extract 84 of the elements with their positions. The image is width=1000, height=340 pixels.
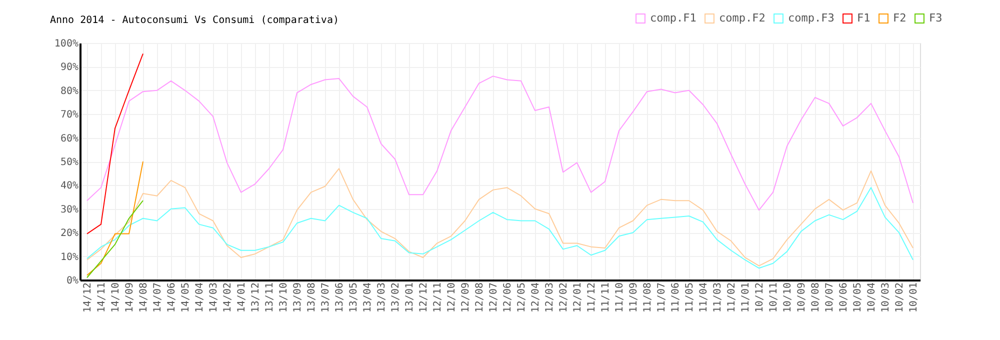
line-series — [86, 76, 914, 211]
x-tick-label: 10/12 — [754, 282, 766, 313]
x-tick-label: 13/08 — [306, 282, 318, 313]
x-tick-label: 12/01 — [572, 282, 584, 313]
x-tick-label: 13/06 — [334, 282, 346, 313]
y-tick-label: 10% — [60, 252, 78, 263]
x-tick-label: 10/01 — [908, 282, 920, 313]
x-tick-label: 10/05 — [852, 282, 864, 313]
x-tick-label: 12/08 — [474, 282, 486, 313]
y-tick-label: 60% — [60, 133, 78, 144]
x-tick-label: 14/04 — [194, 282, 206, 313]
legend-label: F3 — [929, 12, 942, 25]
y-tick-label: 80% — [60, 86, 78, 97]
x-tick-label: 14/02 — [222, 282, 234, 313]
x-tick-label: 12/02 — [558, 282, 570, 313]
x-tick-label: 13/11 — [264, 282, 276, 313]
x-tick-label: 13/05 — [348, 282, 360, 313]
x-tick-label: 11/12 — [586, 282, 598, 313]
x-tick-label: 14/12 — [82, 282, 94, 313]
x-tick-label: 14/07 — [152, 282, 164, 313]
y-tick-label: 30% — [60, 204, 78, 216]
x-tick-label: 10/06 — [838, 282, 850, 313]
x-tick-label: 14/06 — [166, 282, 178, 313]
y-tick-label: 100% — [54, 38, 78, 50]
x-tick-label: 10/09 — [796, 282, 808, 313]
legend-label: comp.F1 — [650, 12, 696, 25]
x-tick-label: 12/06 — [502, 282, 514, 313]
x-tick-label: 12/07 — [488, 282, 500, 313]
y-tick-label: 50% — [60, 157, 78, 168]
y-tick-label: 0% — [66, 276, 78, 286]
x-tick-label: 10/08 — [810, 282, 822, 313]
x-tick-label: 14/10 — [110, 282, 122, 313]
x-tick-label: 10/02 — [894, 282, 906, 313]
x-tick-label: 14/01 — [236, 282, 248, 313]
x-tick-label: 13/07 — [320, 282, 332, 313]
line-series — [86, 200, 144, 278]
x-tick-label: 11/01 — [740, 282, 752, 313]
x-tick-label: 11/11 — [600, 282, 612, 313]
y-tick-label: 70% — [60, 110, 78, 121]
x-tick-label: 11/04 — [698, 282, 710, 313]
x-tick-label: 10/10 — [782, 282, 794, 313]
y-tick-label: 20% — [60, 228, 78, 240]
legend-label: F2 — [893, 12, 906, 25]
x-tick-label: 11/08 — [642, 282, 654, 313]
x-tick-label: 10/04 — [866, 282, 878, 313]
x-tick-label: 12/09 — [460, 282, 472, 313]
x-tick-label: 10/11 — [768, 282, 780, 313]
x-tick-label: 11/10 — [614, 282, 626, 313]
x-tick-label: 13/12 — [250, 282, 262, 313]
x-tick-label: 14/11 — [96, 282, 108, 313]
x-tick-label: 13/03 — [376, 282, 388, 313]
x-tick-label: 12/11 — [432, 282, 444, 313]
x-tick-label: 10/07 — [824, 282, 836, 313]
x-tick-label: 11/05 — [684, 282, 696, 313]
line-series — [86, 187, 914, 269]
y-tick-label: 40% — [60, 180, 78, 192]
x-tick-label: 14/03 — [208, 282, 220, 313]
x-tick-label: 12/12 — [418, 282, 430, 313]
x-tick-label: 12/10 — [446, 282, 458, 313]
x-tick-label: 14/08 — [138, 282, 150, 313]
x-tick-label: 14/05 — [180, 282, 192, 313]
x-tick-label: 11/09 — [628, 282, 640, 313]
x-tick-label: 12/05 — [516, 282, 528, 313]
x-tick-label: 12/03 — [544, 282, 556, 313]
line-series — [86, 53, 144, 234]
x-tick-label: 13/04 — [362, 282, 374, 313]
x-tick-label: 13/02 — [390, 282, 402, 313]
x-tick-label: 10/03 — [880, 282, 892, 313]
legend-label: comp.F3 — [788, 12, 834, 25]
x-tick-label: 13/10 — [278, 282, 290, 313]
x-tick-label: 11/06 — [670, 282, 682, 313]
x-tick-label: 13/09 — [292, 282, 304, 313]
y-tick-label: 90% — [60, 62, 78, 74]
x-tick-label: 13/01 — [404, 282, 416, 313]
chart-title: Anno 2014 - Autoconsumi Vs Consumi (comparativa) — [50, 15, 339, 26]
legend-label: comp.F2 — [719, 12, 766, 25]
x-tick-label: 11/02 — [726, 282, 738, 313]
line-series — [86, 168, 914, 266]
x-tick-label: 11/03 — [712, 282, 724, 313]
x-tick-label: 11/07 — [656, 282, 668, 313]
legend-label: F1 — [857, 12, 870, 25]
x-tick-label: 14/09 — [124, 282, 136, 313]
x-tick-label: 12/04 — [530, 282, 542, 313]
line-series — [86, 161, 144, 276]
